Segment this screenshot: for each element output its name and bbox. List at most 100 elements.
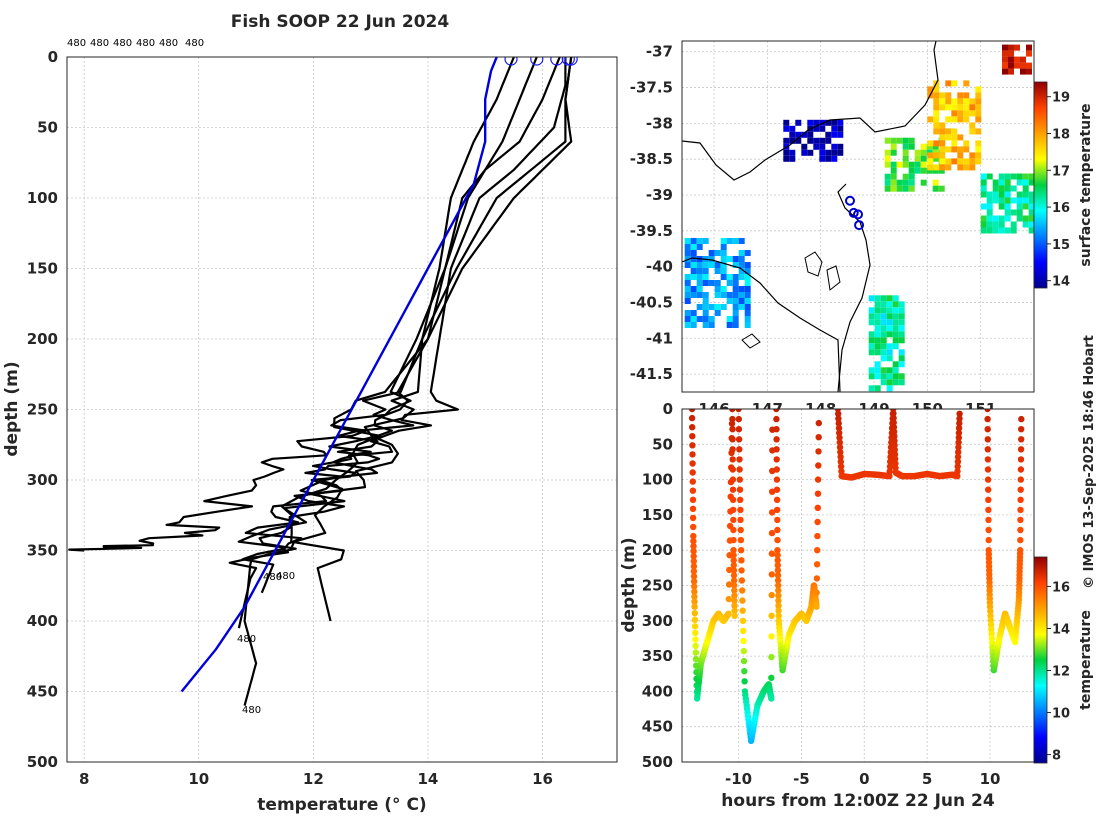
sst-cell (963, 140, 970, 147)
section-cast-point (956, 415, 963, 422)
sst-cell (1016, 209, 1023, 216)
sst-cell (738, 262, 745, 268)
sst-cell (874, 337, 881, 344)
section-cast-point (741, 678, 748, 685)
sst-cell (932, 143, 939, 150)
sst-cell (801, 149, 808, 156)
section-cast-point (985, 516, 992, 524)
section-cast-point (886, 472, 893, 480)
sst-cell (986, 203, 993, 210)
sst-cell (939, 164, 946, 171)
section-cast-point (774, 572, 782, 579)
sst-cell (684, 244, 691, 250)
sst-cell (1014, 56, 1020, 63)
section-cast-point (729, 415, 736, 423)
sst-cell (980, 215, 987, 222)
sst-cell (696, 268, 703, 274)
sst-cell (708, 256, 715, 262)
sst-colorbar-tick-label: 19 (1052, 91, 1070, 106)
sst-map: 146147148149150151-37-37.5-38-38.5-39-39… (630, 40, 1094, 418)
sst-cell (951, 140, 958, 147)
sst-cell (980, 179, 987, 186)
section-cast-point (773, 409, 780, 413)
section-cast-point (956, 420, 963, 427)
sst-cell (1028, 203, 1034, 210)
sst-cell (886, 385, 893, 392)
sst-cell (880, 373, 887, 380)
section-plot: -10 -5 0 5 10050100150200250300350400450500 … (619, 400, 1094, 811)
sst-cell (702, 238, 709, 244)
sst-cell (886, 379, 893, 386)
section-cast-point (736, 456, 743, 463)
sst-cell (702, 310, 709, 316)
section-cast-point (774, 557, 781, 564)
section-cast-point (955, 434, 962, 441)
sst-cell (908, 185, 915, 192)
sst-cell (690, 262, 697, 268)
sst-cell (986, 197, 993, 204)
sst-cell (738, 274, 745, 280)
sst-cell (714, 310, 721, 316)
sst-cell (927, 116, 934, 123)
sst-colorbar-tick-label: 17 (1052, 164, 1070, 179)
section-cast-point (1018, 426, 1025, 433)
sst-cell (684, 262, 691, 268)
sst-cell (714, 250, 721, 256)
section-cast-point (813, 603, 820, 610)
sst-cell (963, 146, 970, 153)
sst-cell (945, 134, 952, 141)
section-cast-point (692, 629, 699, 637)
sst-cell (986, 173, 993, 180)
sst-cell (690, 274, 697, 280)
sst-cell (880, 313, 887, 320)
sst-cell (892, 301, 899, 308)
sst-cell (720, 292, 727, 298)
section-cast-point (835, 415, 842, 422)
section-plot-grid (682, 408, 1034, 763)
section-cast-point (985, 506, 992, 514)
section-cast-point (768, 571, 775, 578)
sst-cell (825, 155, 832, 162)
section-cast-point (692, 655, 700, 663)
sst-cell (726, 316, 733, 322)
section-cast-point (1017, 526, 1024, 534)
section-cast-point (689, 433, 696, 440)
sst-cell (690, 322, 697, 328)
sst-cell (998, 173, 1005, 180)
section-cast-point (730, 577, 738, 584)
sst-cell (892, 313, 899, 320)
map-lat-tick-label: -40 (646, 258, 673, 276)
sst-cell (1022, 197, 1029, 204)
section-cast-point (955, 425, 963, 432)
sst-cell (708, 304, 715, 310)
sst-cell (789, 155, 796, 162)
sst-cell (714, 304, 721, 310)
section-cast-point (987, 621, 995, 628)
sst-cell (868, 349, 875, 356)
sst-cell (886, 295, 893, 302)
sst-cell (975, 86, 982, 93)
section-cast-point (890, 419, 897, 426)
section-cast-point (1017, 486, 1024, 493)
sst-cell (702, 298, 709, 304)
sst-cell (825, 119, 832, 126)
sst-cell (957, 92, 964, 99)
section-cast-point (836, 439, 843, 446)
sst-cell (868, 367, 875, 374)
sst-cell (998, 215, 1005, 222)
profile-id-label: 480 (90, 38, 109, 49)
section-cast-point (837, 453, 844, 461)
sst-cell (898, 337, 905, 344)
sst-cell (720, 274, 727, 280)
sst-cell (690, 286, 697, 292)
section-cast-point (691, 593, 698, 600)
sst-cell (1008, 68, 1014, 75)
sst-cell (874, 361, 881, 368)
section-cast-point (738, 557, 745, 564)
section-cast-point (689, 505, 697, 512)
sst-cell (783, 125, 790, 132)
sst-cell (868, 319, 875, 326)
sst-cell (690, 316, 697, 322)
sst-cell (1028, 191, 1034, 198)
section-cast-point (691, 616, 699, 623)
